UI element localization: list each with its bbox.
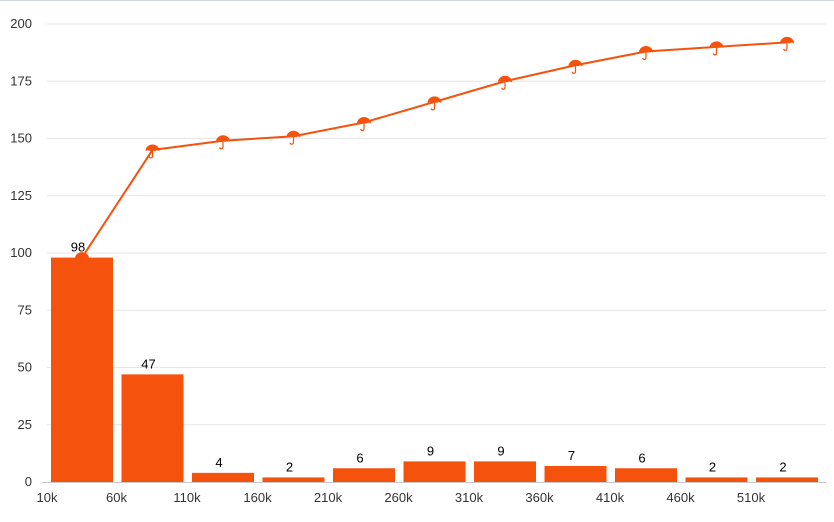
bar-data-label: 98 xyxy=(71,240,85,255)
umbrella-canopy xyxy=(145,144,160,151)
x-tick-label: 160k xyxy=(243,490,272,505)
y-axis: 0 25 50 75 100 125 150 175 200 xyxy=(10,16,32,489)
umbrella-canopy xyxy=(709,41,724,48)
bar-data-label: 2 xyxy=(779,459,786,474)
bar-data-label: 2 xyxy=(709,459,716,474)
umbrella-handle xyxy=(219,141,224,150)
y-tick-label: 0 xyxy=(25,474,32,489)
bar-data-labels: 98 47 4 2 6 9 9 7 6 2 2 xyxy=(71,240,787,475)
bar xyxy=(474,461,536,482)
umbrella-canopy xyxy=(568,59,583,67)
umbrella-handle xyxy=(571,65,577,74)
x-tick-label: 260k xyxy=(384,490,413,505)
umbrella-canopy xyxy=(427,96,442,103)
umbrella-canopy xyxy=(286,130,301,138)
bar xyxy=(685,477,748,482)
umbrella-canopy xyxy=(498,75,512,83)
bar-data-label: 4 xyxy=(215,455,222,470)
umbrella-canopy xyxy=(75,252,89,259)
bar-series xyxy=(51,257,818,482)
x-axis: 10k 60k 110k 160k 210k 260k 310k 360k 410k 460k 51… xyxy=(37,482,826,505)
umbrella-icon xyxy=(357,116,371,132)
umbrella-icon xyxy=(780,36,794,51)
umbrella-icon xyxy=(568,59,583,74)
bar xyxy=(333,468,395,482)
cumulative-line-series xyxy=(81,41,788,259)
umbrella-handle xyxy=(78,258,83,267)
bar-data-label: 7 xyxy=(568,448,575,463)
umbrella-icon xyxy=(639,45,653,61)
umbrella-icon xyxy=(427,96,442,111)
y-tick-label: 125 xyxy=(10,188,32,203)
y-tick-label: 25 xyxy=(18,417,32,432)
umbrella-handle xyxy=(712,47,718,56)
y-tick-label: 50 xyxy=(18,360,32,375)
bar xyxy=(192,472,254,482)
umbrella-icon xyxy=(286,130,301,145)
umbrella-handle xyxy=(289,136,295,145)
x-tick-label: 460k xyxy=(666,490,695,505)
bar-data-label: 9 xyxy=(427,443,434,458)
umbrella-canopy xyxy=(639,45,653,53)
x-tick-label: 210k xyxy=(314,490,343,505)
bar xyxy=(544,465,607,482)
umbrella-handle xyxy=(642,51,647,61)
y-tick-label: 200 xyxy=(10,16,32,31)
bar-data-label: 9 xyxy=(497,443,504,458)
x-tick-label: 360k xyxy=(525,490,554,505)
umbrella-handle xyxy=(430,102,436,111)
y-tick-label: 100 xyxy=(10,245,32,260)
line-markers xyxy=(75,36,794,267)
x-tick-label: 60k xyxy=(106,490,127,505)
x-tick-label: 10k xyxy=(37,490,58,505)
cumulative-line xyxy=(81,41,788,259)
bar-data-label: 2 xyxy=(286,459,293,474)
bar xyxy=(121,374,184,482)
umbrella-icon xyxy=(145,144,160,159)
umbrella-icon xyxy=(216,135,230,150)
umbrella-handle xyxy=(501,81,506,90)
umbrella-canopy xyxy=(216,135,230,142)
x-tick-label: 510k xyxy=(737,490,766,505)
umbrella-handle xyxy=(148,150,154,159)
y-tick-label: 175 xyxy=(10,73,32,88)
umbrella-canopy xyxy=(357,116,371,124)
y-tick-label: 75 xyxy=(18,302,32,317)
bar-data-label: 6 xyxy=(638,450,645,465)
bar xyxy=(51,257,113,482)
x-tick-label: 410k xyxy=(596,490,625,505)
umbrella-icon xyxy=(75,252,89,267)
y-tick-label: 150 xyxy=(10,131,32,146)
umbrella-icon xyxy=(498,75,512,90)
x-tick-label: 310k xyxy=(455,490,484,505)
x-tick-label: 110k xyxy=(173,490,201,505)
umbrella-handle xyxy=(783,42,788,51)
bar-data-label: 47 xyxy=(141,356,155,371)
bar xyxy=(615,468,677,482)
bar-data-label: 6 xyxy=(356,450,363,465)
grid-lines xyxy=(47,23,826,426)
umbrella-canopy xyxy=(780,36,794,44)
umbrella-handle xyxy=(360,122,365,132)
umbrella-icon xyxy=(709,41,724,56)
bar xyxy=(403,461,466,482)
bar xyxy=(756,477,818,482)
top-border xyxy=(0,0,834,1)
bar xyxy=(262,477,325,482)
